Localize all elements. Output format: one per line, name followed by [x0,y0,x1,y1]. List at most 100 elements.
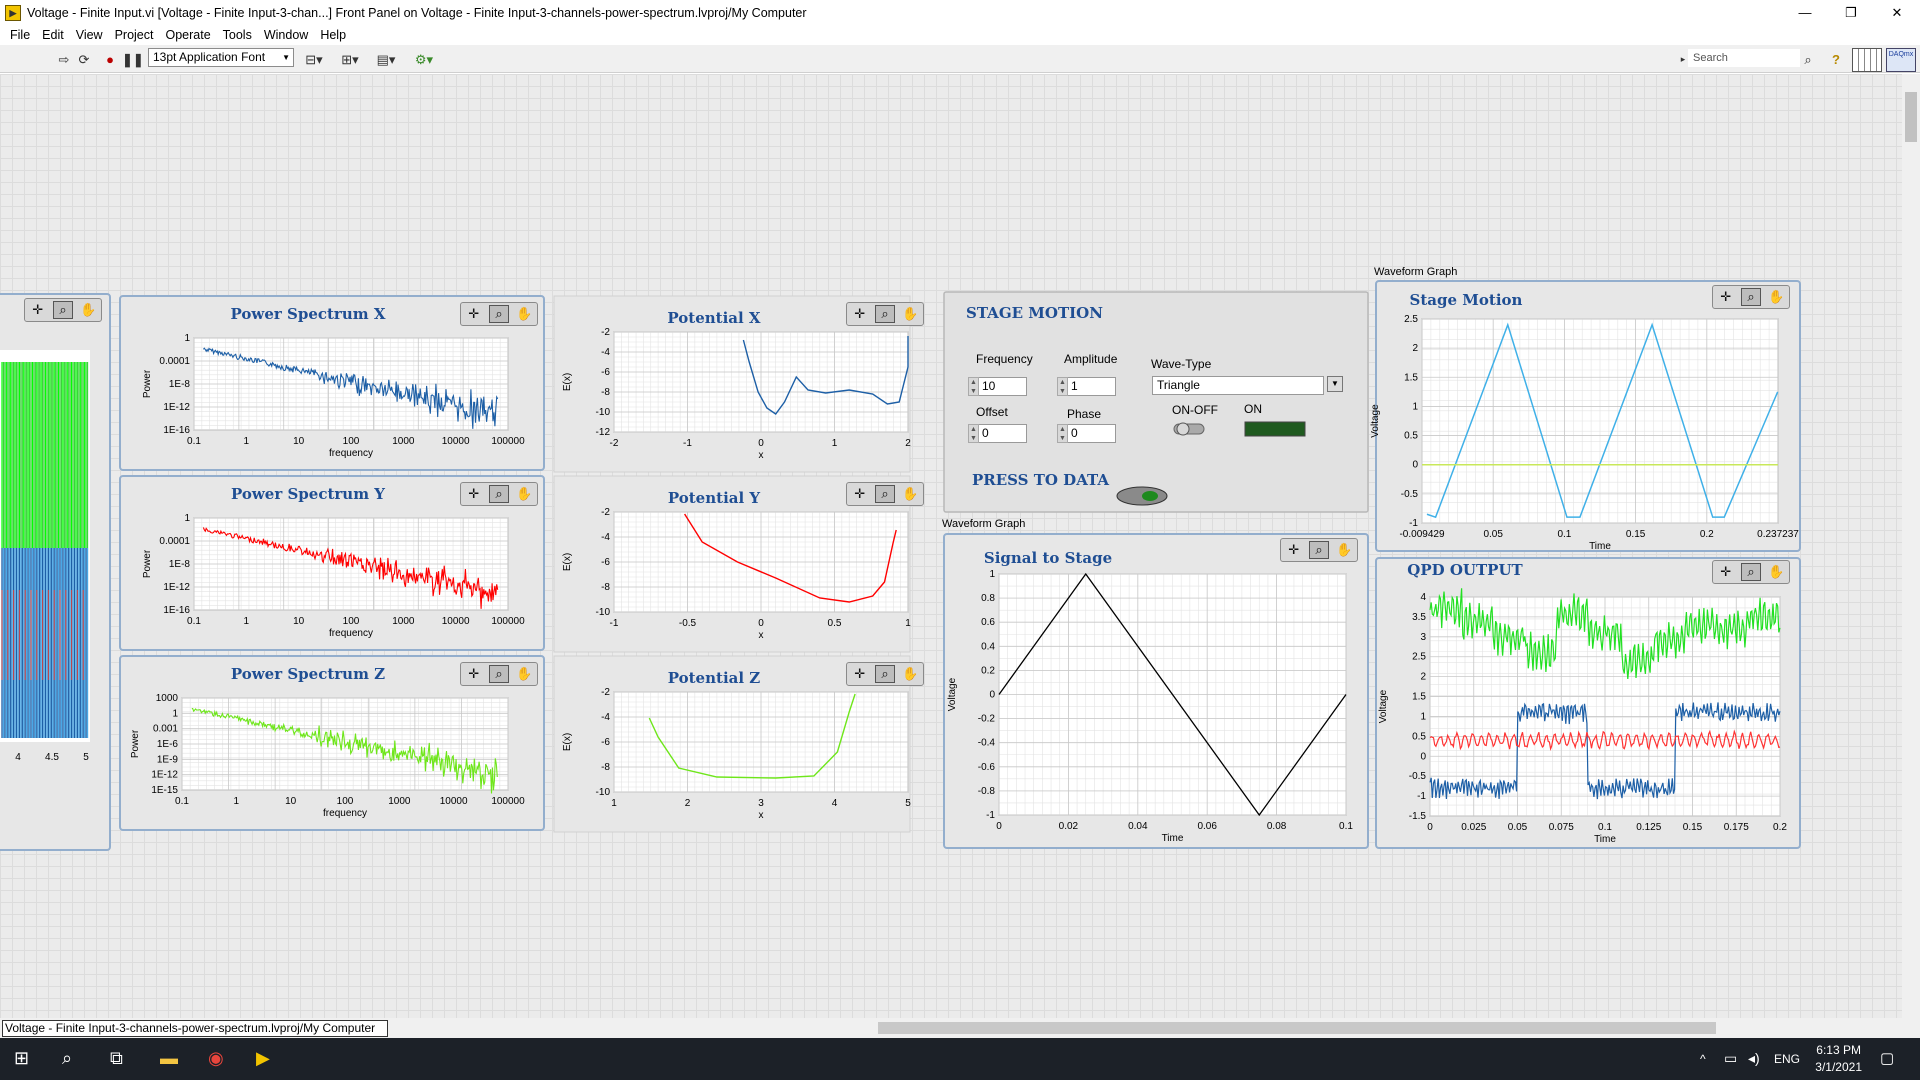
spin-arrows-icon[interactable]: ▲ ▼ [968,424,979,443]
crosshair-icon[interactable]: ✛ [468,666,480,681]
x-tick-label: 1 [244,616,250,627]
x-tick-label: 10000 [442,436,470,447]
help-icon[interactable]: ? [1832,52,1840,67]
hand-icon[interactable]: ✋ [902,666,919,681]
font-selector[interactable]: 13pt Application Font ▼ [148,48,294,67]
zoom-icon[interactable]: ⌕ [52,301,73,319]
left-graph-palette[interactable]: ✛ ⌕ ✋ [24,298,102,322]
align-objects-icon[interactable]: ⊟▾ [305,52,323,67]
menu-view[interactable]: View [75,28,103,42]
qpd-graph-palette[interactable]: ✛ ⌕ ✋ [1712,560,1790,584]
crosshair-icon[interactable]: ✛ [468,306,480,321]
offset-control[interactable]: ▲ ▼ 0 [968,424,1027,443]
zoom-icon[interactable]: ⌕ [1740,563,1761,581]
close-button[interactable]: ✕ [1891,5,1903,20]
search-input[interactable]: Search [1688,49,1800,67]
horizontal-scrollbar[interactable] [0,1018,1920,1038]
vi-icon[interactable]: DAQmx [1886,48,1916,72]
crosshair-icon[interactable]: ✛ [1288,542,1300,557]
power-spectrum-palette[interactable]: ✛ ⌕ ✋ [460,482,538,506]
volume-icon[interactable]: ◂) [1748,1050,1760,1066]
reorder-icon[interactable]: ⚙▾ [414,52,434,67]
hand-icon[interactable]: ✋ [902,486,919,501]
crosshair-icon[interactable]: ✛ [1720,564,1732,579]
search-icon[interactable]: ⌕ [62,1048,73,1068]
crosshair-icon[interactable]: ✛ [854,486,866,501]
zoom-icon[interactable]: ⌕ [874,305,895,323]
zoom-icon[interactable]: ⌕ [488,665,509,683]
vertical-scrollbar[interactable] [1902,74,1920,1023]
amplitude-control-value[interactable]: 1 [1068,377,1116,396]
menu-window[interactable]: Window [263,28,309,42]
potential-palette[interactable]: ✛ ⌕ ✋ [846,302,924,326]
signal-graph-palette[interactable]: ✛ ⌕ ✋ [1280,538,1358,562]
wave-type-selector[interactable]: Triangle [1152,376,1324,395]
hand-icon[interactable]: ✋ [1768,564,1785,579]
hand-icon[interactable]: ✋ [516,306,533,321]
resize-objects-icon[interactable]: ▤▾ [376,52,396,67]
crosshair-icon[interactable]: ✛ [854,306,866,321]
potential-palette[interactable]: ✛ ⌕ ✋ [846,662,924,686]
hand-icon[interactable]: ✋ [1768,289,1785,304]
frequency-control[interactable]: ▲ ▼ 10 [968,377,1027,396]
task-view-icon[interactable]: ⧉ [110,1048,123,1068]
maximize-button[interactable]: ❐ [1845,5,1857,20]
run-arrow-icon[interactable]: ⇨ [58,52,70,67]
distribute-objects-icon[interactable]: ⊞▾ [341,52,359,67]
notification-icon[interactable]: ▢ [1880,1050,1895,1067]
connector-pane-icon[interactable] [1852,48,1882,72]
search-icon[interactable]: ⌕ [1804,52,1812,67]
stage-graph-palette[interactable]: ✛ ⌕ ✋ [1712,285,1790,309]
spin-arrows-icon[interactable]: ▲ ▼ [1057,377,1068,396]
hand-icon[interactable]: ✋ [516,666,533,681]
hand-icon[interactable]: ✋ [1336,542,1353,557]
language-indicator[interactable]: ENG [1774,1052,1801,1066]
menu-file[interactable]: File [10,28,31,42]
windows-start-icon[interactable]: ⊞ [14,1048,30,1068]
crosshair-icon[interactable]: ✛ [32,302,44,317]
vertical-scroll-thumb[interactable] [1905,92,1917,142]
menu-project[interactable]: Project [114,28,154,42]
spin-arrows-icon[interactable]: ▲ ▼ [1057,424,1068,443]
power-spectrum-palette[interactable]: ✛ ⌕ ✋ [460,302,538,326]
power-spectrum-palette[interactable]: ✛ ⌕ ✋ [460,662,538,686]
potential-palette[interactable]: ✛ ⌕ ✋ [846,482,924,506]
menu-help[interactable]: Help [320,28,347,42]
wave-type-dropdown-icon[interactable]: ▼ [1327,376,1343,392]
menu-tools[interactable]: Tools [222,28,252,42]
frequency-control-value[interactable]: 10 [979,377,1027,396]
run-continuously-icon[interactable]: ⟳ [78,52,90,67]
tray-chevron-icon[interactable]: ^ [1700,1052,1706,1066]
zoom-icon[interactable]: ⌕ [1308,541,1329,559]
clock[interactable]: 6:13 PM 3/1/2021 [1815,1042,1862,1076]
phase-control-value[interactable]: 0 [1068,424,1116,443]
zoom-icon[interactable]: ⌕ [1740,288,1761,306]
abort-icon[interactable]: ● [106,52,114,67]
zoom-icon[interactable]: ⌕ [488,305,509,323]
file-explorer-icon[interactable]: ▬ [160,1048,178,1068]
labview-taskbar-icon[interactable]: ▶ [256,1048,270,1068]
y-tick-label: 1.5 [1404,372,1418,383]
front-panel: 4 4.5 5 Power Spectrum X 1 0.0001 1E-8 1E-12 1E-… [0,74,1902,1023]
zoom-icon[interactable]: ⌕ [488,485,509,503]
offset-control-value[interactable]: 0 [979,424,1027,443]
spin-arrows-icon[interactable]: ▲ ▼ [968,377,979,396]
hand-icon[interactable]: ✋ [902,306,919,321]
network-icon[interactable]: ▭ [1724,1050,1738,1066]
hand-icon[interactable]: ✋ [80,302,97,317]
phase-control[interactable]: ▲ ▼ 0 [1057,424,1116,443]
y-tick-label: 1E-8 [169,379,191,390]
horizontal-scroll-thumb[interactable] [878,1022,1716,1034]
menu-edit[interactable]: Edit [42,28,64,42]
zoom-icon[interactable]: ⌕ [874,485,895,503]
pause-icon[interactable]: ❚❚ [122,52,144,67]
amplitude-control[interactable]: ▲ ▼ 1 [1057,377,1116,396]
zoom-icon[interactable]: ⌕ [874,665,895,683]
minimize-button[interactable]: — [1798,5,1812,20]
crosshair-icon[interactable]: ✛ [854,666,866,681]
chrome-icon[interactable]: ◉ [208,1048,224,1068]
crosshair-icon[interactable]: ✛ [1720,289,1732,304]
crosshair-icon[interactable]: ✛ [468,486,480,501]
hand-icon[interactable]: ✋ [516,486,533,501]
menu-operate[interactable]: Operate [165,28,211,42]
